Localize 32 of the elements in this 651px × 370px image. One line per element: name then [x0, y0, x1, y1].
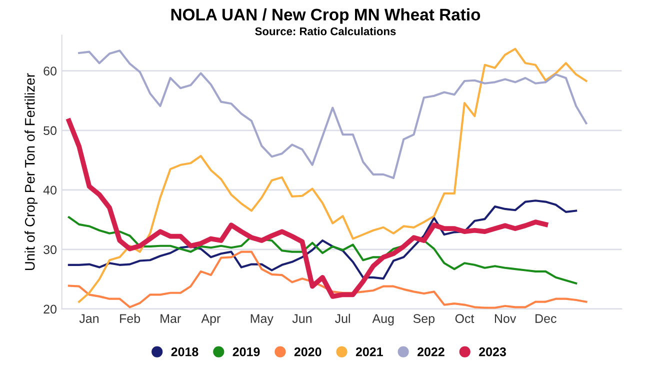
x-tick-label: Sep	[413, 314, 435, 326]
line-series	[68, 250, 588, 309]
x-tick-label: Feb	[120, 314, 140, 323]
x-tick-label: Oct	[455, 314, 474, 323]
legend-label: 2021	[356, 347, 383, 356]
x-tick-label: May	[250, 314, 274, 326]
chart-subtitle: Source: Ratio Calculations	[255, 27, 396, 36]
legend-label: 2020	[294, 347, 322, 356]
y-tick-label: 60	[44, 66, 56, 76]
y-tick-label: 30	[44, 245, 56, 254]
x-tick-label: Jan	[79, 314, 98, 323]
legend-label: 2023	[479, 347, 506, 356]
y-tick-label: 50	[44, 126, 56, 136]
y-axis-title: Unit of Crop Per Ton of Fertilizer	[24, 73, 38, 270]
x-tick-label: Jul	[334, 314, 350, 323]
line-series	[66, 118, 548, 299]
x-tick-label: Apr	[201, 314, 220, 326]
line-series	[78, 48, 588, 303]
legend-label: 2022	[417, 347, 444, 356]
line-series	[68, 216, 578, 284]
line-series	[78, 50, 588, 180]
x-tick-label: Dec	[536, 314, 556, 323]
x-tick-label: Jun	[292, 314, 312, 323]
legend-label: 2019	[232, 347, 260, 356]
y-tick-label: 40	[43, 186, 56, 195]
legend-label: 2018	[171, 347, 198, 356]
x-tick-label: Nov	[494, 314, 516, 323]
x-tick-label: Mar	[160, 314, 181, 323]
line-series	[68, 200, 578, 280]
x-tick-label: Aug	[372, 314, 394, 326]
chart-title: NOLA UAN / New Crop MN Wheat Ratio	[171, 8, 480, 24]
y-tick-label: 20	[44, 304, 56, 314]
